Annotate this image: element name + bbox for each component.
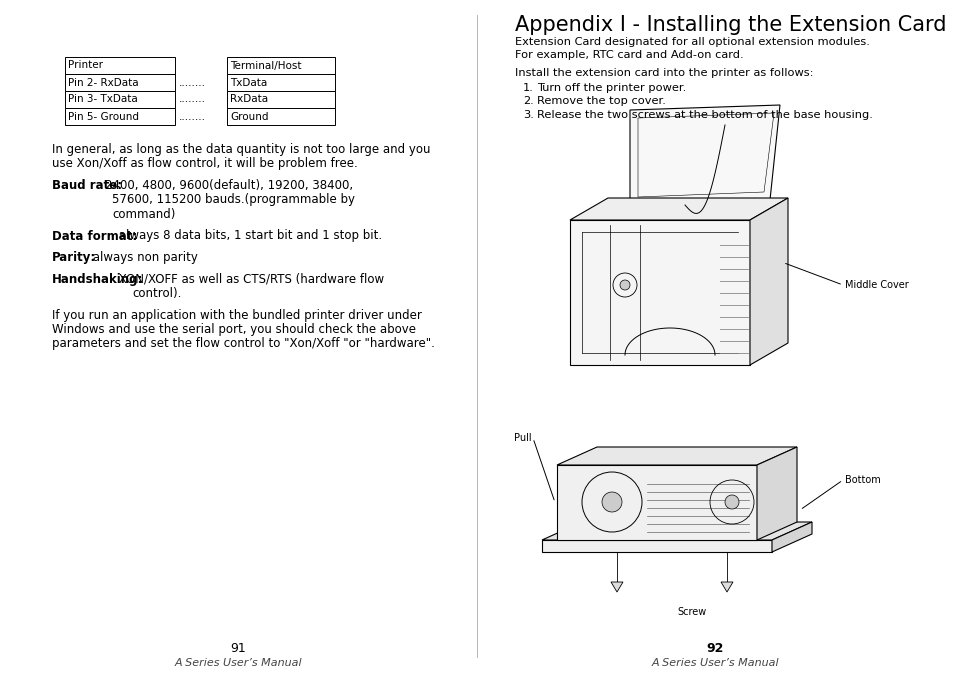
Bar (65, 57, 174, 74)
Text: command): command) (112, 208, 175, 221)
Polygon shape (629, 105, 780, 205)
Text: Parity:: Parity: (52, 251, 96, 264)
Bar (227, 91, 335, 108)
Text: ........: ........ (179, 95, 206, 105)
Text: Remove the top cover.: Remove the top cover. (537, 97, 665, 107)
Text: Release the two screws at the bottom of the base housing.: Release the two screws at the bottom of … (537, 110, 872, 120)
Circle shape (601, 492, 621, 512)
Text: Terminal/Host: Terminal/Host (230, 61, 301, 70)
Polygon shape (569, 198, 787, 220)
Text: XON/XOFF as well as CTS/RTS (hardware flow: XON/XOFF as well as CTS/RTS (hardware fl… (115, 273, 384, 286)
Polygon shape (569, 220, 749, 365)
Polygon shape (541, 522, 811, 540)
Bar (227, 74, 335, 91)
Text: Pull: Pull (514, 433, 532, 443)
Text: ........: ........ (179, 78, 206, 88)
Text: 3.: 3. (522, 110, 534, 120)
Text: Windows and use the serial port, you should check the above: Windows and use the serial port, you sho… (52, 323, 416, 336)
Text: A Series User’s Manual: A Series User’s Manual (651, 658, 779, 668)
Polygon shape (757, 447, 796, 540)
Text: Printer: Printer (68, 61, 103, 70)
Text: If you run an application with the bundled printer driver under: If you run an application with the bundl… (52, 308, 421, 321)
Text: always non parity: always non parity (89, 251, 197, 264)
Text: In general, as long as the data quantity is not too large and you: In general, as long as the data quantity… (52, 143, 430, 156)
Text: Turn off the printer power.: Turn off the printer power. (537, 83, 685, 93)
Text: Pin 2- RxData: Pin 2- RxData (68, 78, 138, 88)
Text: use Xon/Xoff as flow control, it will be problem free.: use Xon/Xoff as flow control, it will be… (52, 157, 357, 171)
Text: Baud rate:: Baud rate: (52, 179, 122, 192)
Text: 1.: 1. (522, 83, 534, 93)
Polygon shape (557, 447, 796, 465)
Text: 2400, 4800, 9600(default), 19200, 38400,: 2400, 4800, 9600(default), 19200, 38400, (105, 179, 353, 192)
Polygon shape (557, 465, 757, 540)
Text: Pin 5- Ground: Pin 5- Ground (68, 111, 139, 121)
Text: RxData: RxData (230, 95, 268, 105)
Text: Appendix I - Installing the Extension Card: Appendix I - Installing the Extension Ca… (515, 15, 945, 35)
Text: 91: 91 (231, 643, 246, 655)
Text: Middle Cover: Middle Cover (844, 280, 908, 290)
Polygon shape (720, 582, 732, 592)
Circle shape (724, 495, 739, 509)
Text: Extension Card designated for all optional extension modules.: Extension Card designated for all option… (515, 37, 869, 47)
Text: For example, RTC card and Add-on card.: For example, RTC card and Add-on card. (515, 51, 742, 61)
Text: 2.: 2. (522, 97, 533, 107)
Text: Bottom: Bottom (844, 475, 880, 485)
Text: Pin 3- TxData: Pin 3- TxData (68, 95, 137, 105)
Text: Ground: Ground (230, 111, 268, 121)
Text: A Series User’s Manual: A Series User’s Manual (174, 658, 302, 668)
Bar (65, 74, 174, 91)
Text: ........: ........ (179, 111, 206, 121)
Polygon shape (610, 582, 622, 592)
Bar (227, 108, 335, 125)
Bar (65, 108, 174, 125)
Text: 57600, 115200 bauds.(programmable by: 57600, 115200 bauds.(programmable by (112, 194, 355, 207)
Text: control).: control). (132, 287, 181, 300)
Bar (227, 57, 335, 74)
Text: TxData: TxData (230, 78, 267, 88)
Polygon shape (749, 198, 787, 365)
Circle shape (619, 280, 629, 290)
Text: Install the extension card into the printer as follows:: Install the extension card into the prin… (515, 68, 813, 78)
Text: 92: 92 (706, 643, 723, 655)
Text: Handshaking:: Handshaking: (52, 273, 143, 286)
Bar (65, 91, 174, 108)
Text: Data format:: Data format: (52, 230, 137, 242)
Text: always 8 data bits, 1 start bit and 1 stop bit.: always 8 data bits, 1 start bit and 1 st… (115, 230, 382, 242)
Polygon shape (541, 540, 771, 552)
Text: parameters and set the flow control to "Xon/Xoff "or "hardware".: parameters and set the flow control to "… (52, 338, 435, 350)
Text: Screw: Screw (677, 607, 706, 617)
Polygon shape (771, 522, 811, 552)
